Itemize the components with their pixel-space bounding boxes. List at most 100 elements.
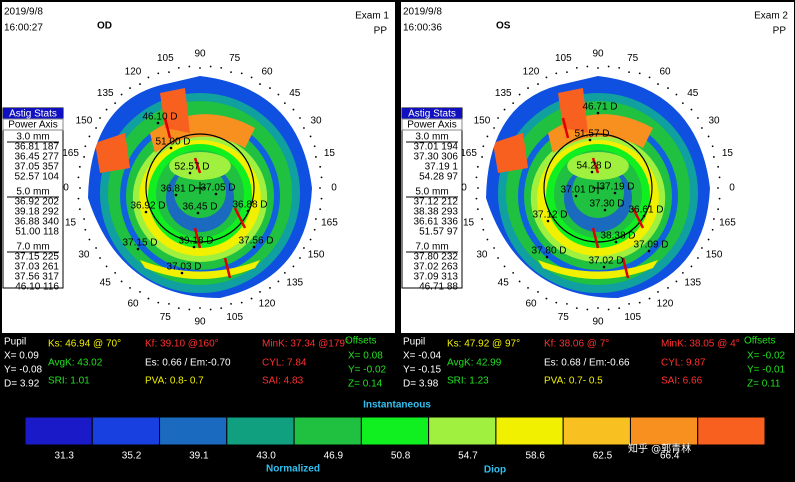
info-text: Offsets — [345, 336, 377, 347]
info-text: AvgK: 43.02 — [48, 358, 103, 369]
scale-value: 31.3 — [55, 451, 75, 462]
angle-label: 15 — [65, 217, 77, 228]
ring-dot — [607, 65, 610, 68]
ring-dot — [486, 135, 489, 138]
map-label: 37.30 D — [589, 199, 624, 210]
scale-box — [562, 416, 631, 446]
angle-label: 30 — [476, 250, 488, 261]
ring-dot — [586, 308, 589, 311]
pp: PP — [773, 26, 787, 37]
ring-dot — [250, 297, 253, 300]
astig-zone: 7.0 mm — [415, 242, 448, 253]
angle-label: 0 — [63, 183, 69, 194]
astig-axis — [591, 227, 600, 249]
label-dot — [603, 208, 607, 212]
scale-box — [226, 416, 295, 446]
map-zone — [160, 88, 190, 133]
astig-axis — [561, 117, 570, 139]
ring-dot — [555, 72, 558, 75]
ring-dot — [77, 176, 80, 179]
label-dot — [214, 192, 218, 196]
ring-dot — [292, 108, 295, 111]
astig-subtitle: Power Axis — [407, 120, 456, 131]
map-label: 37.09 D — [633, 240, 668, 251]
watermark: 知乎 @郭青林 — [628, 442, 691, 455]
ring-dot — [586, 65, 589, 68]
ring-dot — [320, 176, 323, 179]
astig-zone: 5.0 mm — [16, 187, 49, 198]
ring-dot — [188, 308, 191, 311]
ring-dot — [667, 87, 669, 89]
info-text: CYL: 9.87 — [661, 358, 706, 369]
eye: OS — [496, 21, 511, 32]
ring-dot — [303, 127, 305, 129]
ring-dot — [482, 145, 485, 148]
ring-dot — [315, 156, 317, 158]
map-zone — [95, 133, 130, 173]
angle-label: 45 — [498, 277, 510, 288]
map-label: 37.12 D — [532, 210, 567, 221]
ring-dot — [512, 271, 515, 274]
info-text: CYL: 7.84 — [262, 358, 307, 369]
ring-dot — [168, 303, 170, 305]
map-zone — [493, 133, 528, 173]
label-dot — [192, 245, 196, 249]
astig-row: 37.15 225 — [15, 252, 60, 263]
map-label: 37.80 D — [531, 246, 566, 257]
angle-label: 105 — [226, 312, 243, 323]
ring-dot — [618, 307, 621, 310]
info-text: Y= -0.01 — [747, 365, 786, 376]
info-text: X= 0.09 — [4, 351, 39, 362]
ring-dot — [566, 71, 568, 73]
ring-dot — [675, 280, 678, 283]
ring-dot — [481, 156, 483, 158]
map-label: 46.71 D — [582, 102, 617, 113]
ring-dot — [512, 102, 515, 105]
ring-dot — [618, 66, 621, 69]
ring-dot — [230, 71, 232, 73]
map-label: 51.00 D — [155, 137, 190, 148]
ring-dot — [299, 117, 301, 119]
ring-dot — [481, 218, 483, 220]
ring-dot — [209, 65, 212, 68]
ring-dot — [83, 156, 85, 158]
ring-dot — [269, 87, 271, 89]
ring-dot — [83, 218, 85, 220]
scale-box — [697, 416, 766, 446]
ring-dot — [717, 187, 719, 189]
info-text: MinK: 37.34 @179° — [262, 339, 349, 350]
ring-dot — [292, 265, 295, 268]
angle-label: 120 — [125, 67, 142, 78]
astig-zone: 5.0 mm — [415, 187, 448, 198]
label-dot — [180, 271, 184, 275]
label-dot — [647, 249, 651, 253]
ring-dot — [99, 117, 101, 119]
scale-title: Instantaneous — [363, 400, 431, 411]
map-zone — [567, 152, 629, 180]
astig-axis — [193, 157, 202, 174]
angle-label: 15 — [324, 148, 336, 159]
astig-row: 37.09 313 — [414, 272, 459, 283]
angle-label: 120 — [657, 299, 674, 310]
label-dot — [136, 247, 140, 251]
astig-row: 36.81 187 — [15, 142, 60, 153]
ring-dot — [88, 238, 91, 241]
ring-dot — [320, 197, 323, 200]
map-label: 36.81 D — [160, 184, 195, 195]
label-dot — [169, 146, 173, 150]
angle-label: 60 — [659, 67, 671, 78]
label-dot — [596, 111, 600, 115]
map-label: 37.15 D — [122, 238, 157, 249]
ring-dot — [199, 307, 201, 309]
angle-label: 150 — [76, 116, 93, 127]
ring-dot — [475, 176, 478, 179]
ring-dot — [114, 271, 117, 274]
astig-row: 36.45 277 — [15, 152, 60, 163]
info-text: Pupil — [4, 337, 26, 348]
angle-label: 15 — [722, 148, 734, 159]
astig-header — [3, 108, 63, 119]
ring-dot — [313, 228, 316, 231]
ring-dot — [697, 257, 699, 259]
ring-dot — [718, 176, 721, 179]
ring-dot — [628, 71, 630, 73]
